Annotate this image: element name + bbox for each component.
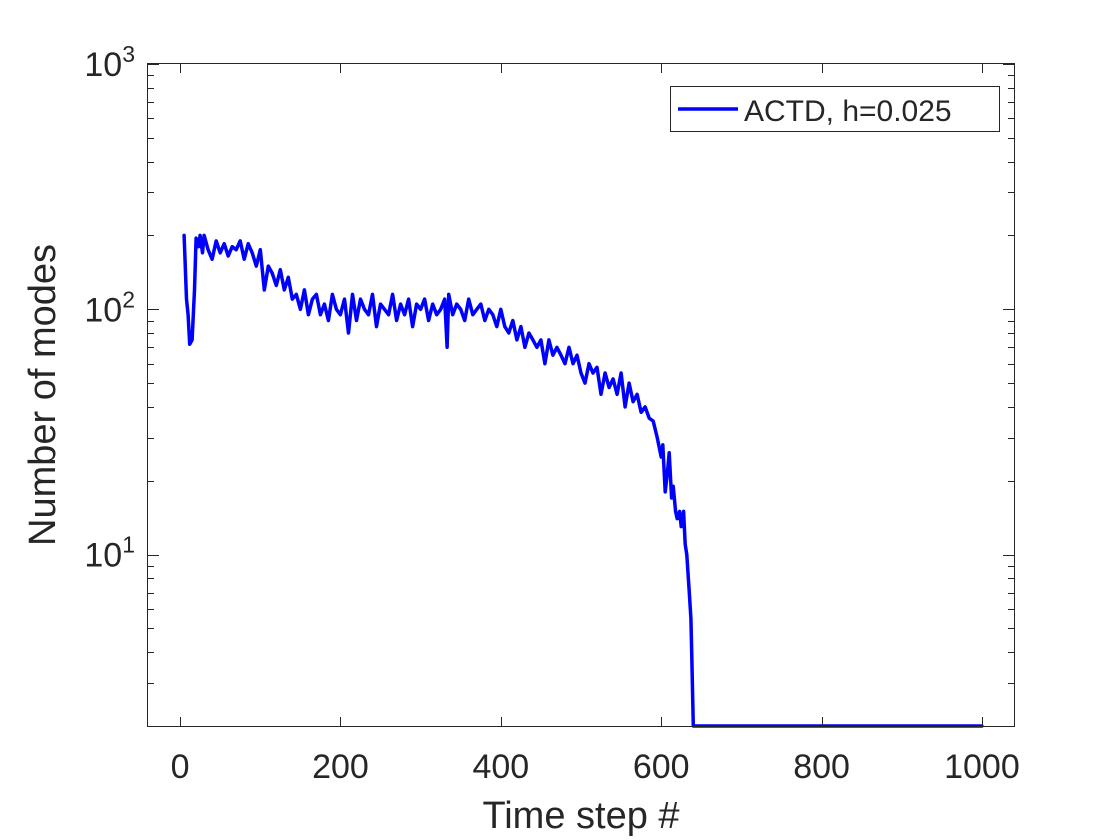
y-tick-labels: 101 102 103 [84,41,135,575]
x-tick-label: 200 [312,748,369,786]
x-tick-label: 400 [472,748,529,786]
x-axis-label: Time step # [482,795,679,837]
x-tick-label: 600 [633,748,690,786]
x-tick-label: 0 [171,748,190,786]
x-tick-label: 800 [793,748,850,786]
x-tick-label: 1000 [944,748,1020,786]
plot-area [182,233,984,728]
axes-box [147,63,1015,727]
y-tick-label: 101 [84,532,135,575]
y-tick-label: 103 [84,41,135,84]
x-tick-labels: 0 200 400 600 800 1000 [171,748,1020,786]
y-axis-label: Number of modes [22,244,64,546]
y-tick-label: 102 [84,286,135,329]
legend-series-label: ACTD, h=0.025 [744,95,952,128]
series-line [182,233,984,728]
legend[interactable]: ACTD, h=0.025 [670,86,1000,132]
